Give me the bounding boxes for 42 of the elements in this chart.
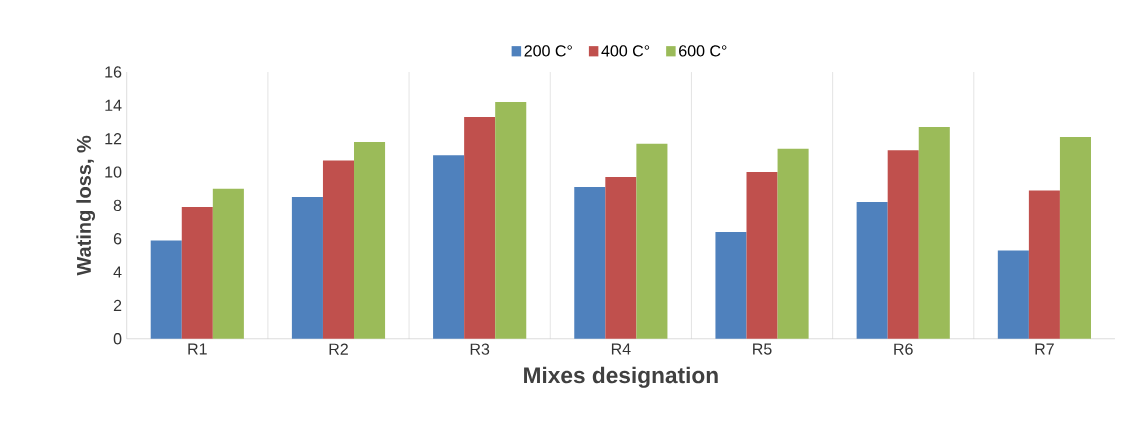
x-tick-label: R4 bbox=[611, 343, 631, 355]
bar bbox=[715, 231, 747, 339]
y-tick-label: 2 bbox=[113, 299, 122, 311]
bar bbox=[212, 188, 244, 339]
x-tick-label: R7 bbox=[1035, 343, 1054, 355]
y-tick-label: 16 bbox=[105, 66, 122, 78]
y-tick-label: 6 bbox=[113, 232, 122, 245]
legend-label: 400 C° bbox=[601, 45, 650, 57]
bar bbox=[433, 155, 465, 339]
bar bbox=[574, 186, 606, 339]
y-axis-title: Wating loss, % bbox=[76, 135, 96, 276]
bar bbox=[495, 101, 527, 339]
y-tick-label: 12 bbox=[105, 132, 122, 145]
bar bbox=[856, 201, 888, 339]
bar bbox=[291, 196, 323, 339]
y-tick-label: 10 bbox=[105, 166, 122, 178]
bar bbox=[746, 171, 778, 339]
bar bbox=[1028, 190, 1060, 339]
x-tick-label: R2 bbox=[329, 343, 348, 355]
x-tick-label: R6 bbox=[894, 343, 913, 355]
bar bbox=[777, 148, 809, 339]
bar bbox=[636, 143, 668, 339]
x-tick-label: R1 bbox=[188, 343, 207, 355]
bar bbox=[354, 141, 386, 339]
bar bbox=[322, 160, 355, 339]
y-tick-label: 8 bbox=[113, 199, 122, 211]
bar bbox=[464, 116, 496, 339]
x-axis-title: Mixes designation bbox=[524, 366, 718, 388]
bar bbox=[918, 126, 950, 339]
bar bbox=[1059, 136, 1091, 339]
x-tick-label: R3 bbox=[470, 343, 490, 355]
bar bbox=[887, 150, 919, 339]
x-tick-label: R5 bbox=[753, 343, 772, 355]
bar bbox=[997, 250, 1029, 339]
y-tick-label: 4 bbox=[113, 266, 122, 278]
bar bbox=[150, 240, 182, 339]
legend-label: 200 C° bbox=[524, 45, 572, 57]
bar bbox=[605, 176, 637, 339]
legend-label: 600 C° bbox=[679, 45, 727, 57]
y-tick-label: 0 bbox=[113, 332, 122, 345]
bar bbox=[181, 206, 213, 339]
y-tick-label: 14 bbox=[105, 99, 122, 111]
